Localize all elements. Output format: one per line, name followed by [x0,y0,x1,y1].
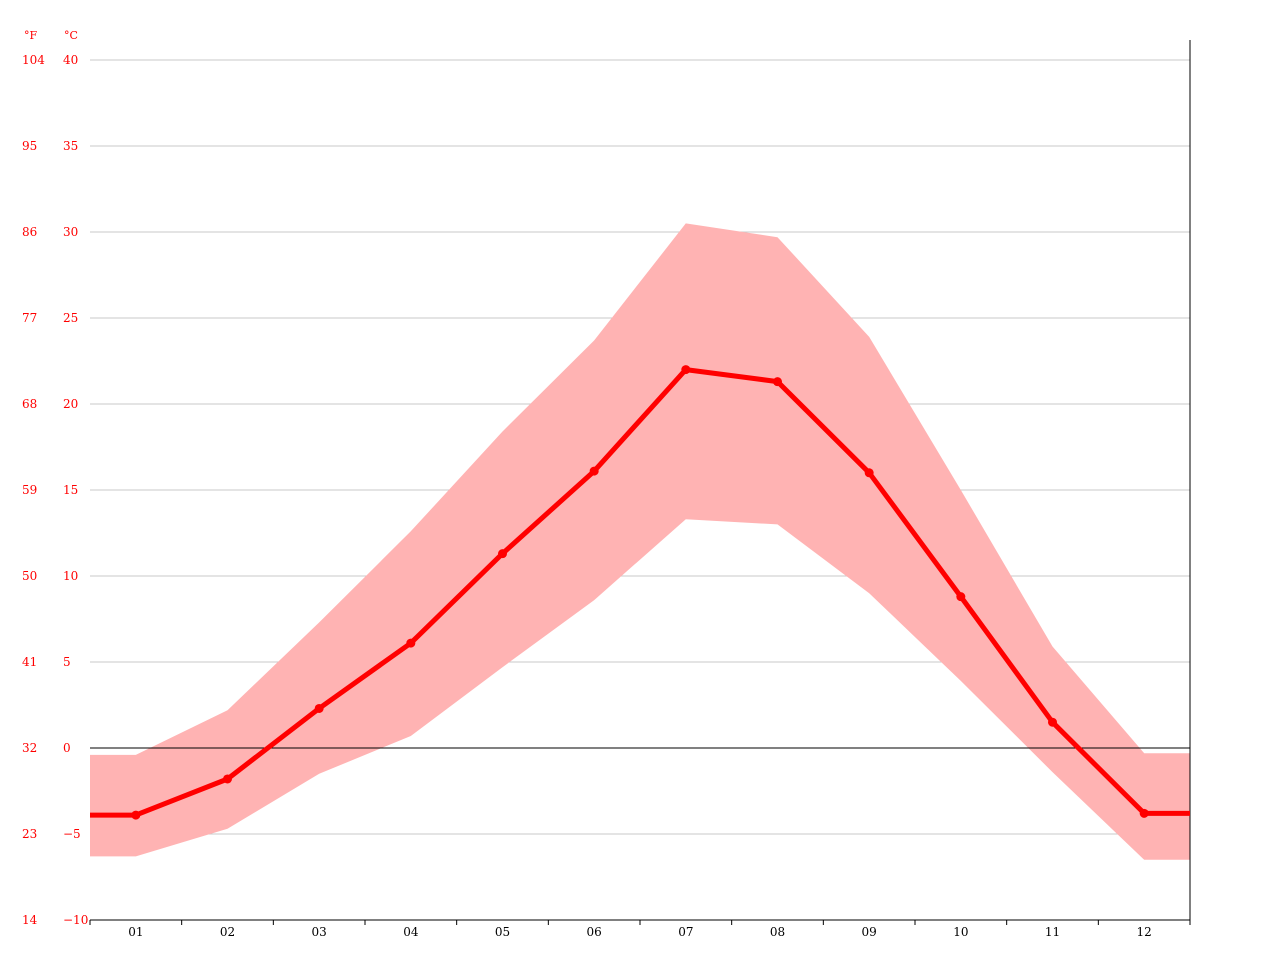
x-tick-label: 01 [128,925,143,939]
data-point [956,592,966,602]
y-tick-label-f: 68 [22,397,37,411]
y-tick-label-f: 14 [22,913,38,927]
axes [89,40,1191,925]
data-point [864,468,874,478]
y-tick-label-f: 86 [22,225,37,239]
y-tick-label-f: 50 [22,569,37,583]
y-tick-label-f: 23 [22,827,37,841]
y-tick-label-c: −5 [63,827,81,841]
mean-temperature-line [90,367,1190,818]
y-tick-label-c: 25 [63,311,78,325]
x-tick-label: 02 [220,925,235,939]
y-tick-label-f: 41 [22,655,37,669]
x-tick-labels: 01 02 03 04 05 06 07 08 09 10 11 12 [128,925,1152,939]
y-tick-label-c: 15 [63,483,78,497]
temperature-range-band [90,223,1190,860]
y-tick-label-c: 10 [63,569,78,583]
data-points [131,365,1149,820]
data-point [498,549,507,559]
data-point [223,774,232,784]
x-tick-label: 11 [1045,925,1060,939]
data-point [406,638,416,648]
data-point [1048,717,1057,727]
data-point [314,703,324,713]
data-point [773,377,782,387]
y-tick-label-f: 104 [22,53,45,67]
y-tick-label-f: 59 [22,483,37,497]
x-tick-label: 08 [770,925,785,939]
y-tick-label-c: −10 [63,913,88,927]
y-tick-label-c: 0 [63,741,71,755]
x-tick-label: 07 [678,925,693,939]
y-tick-labels: 104 40 95 35 86 30 77 25 68 20 59 15 50 10 41 5 32 0 23 −5 1… [22,53,88,927]
y-tick-label-c: 30 [63,225,78,239]
y-tick-label-c: 40 [63,53,78,67]
data-point [1139,808,1149,818]
celsius-unit-label: °C [64,29,78,42]
y-tick-label-c: 35 [63,139,78,153]
x-tick-label: 10 [953,925,968,939]
fahrenheit-unit-label: °F [24,29,38,42]
y-tick-label-f: 95 [22,139,37,153]
x-tick-label: 12 [1137,925,1152,939]
x-tick-label: 03 [312,925,327,939]
y-tick-label-f: 77 [22,311,37,325]
x-tick-label: 05 [495,925,510,939]
x-tick-label: 04 [403,925,419,939]
data-point [589,466,599,476]
data-point [681,365,691,375]
y-tick-label-c: 20 [63,397,78,411]
y-tick-label-f: 32 [22,741,37,755]
data-point [131,810,141,820]
x-tick-label: 09 [862,925,877,939]
x-tick-label: 06 [587,925,602,939]
y-tick-label-c: 5 [63,655,71,669]
